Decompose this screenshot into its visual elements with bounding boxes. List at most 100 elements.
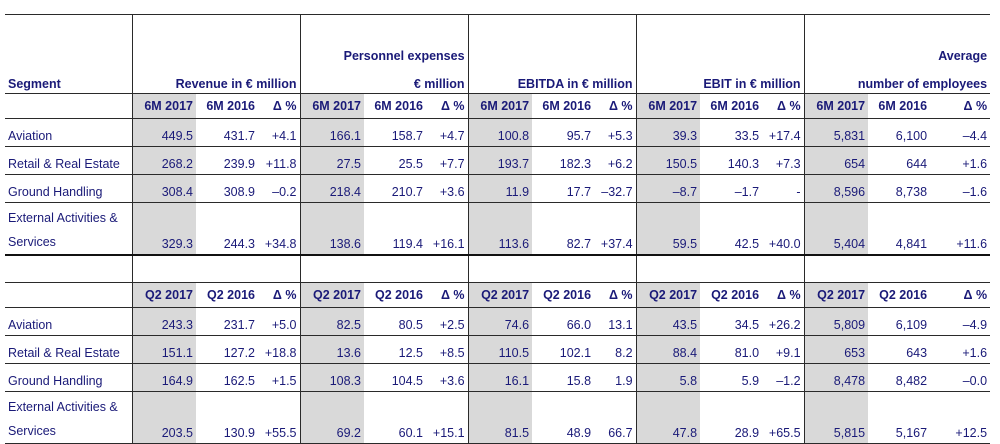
value-cell: +17.4 bbox=[762, 118, 805, 147]
value-cell: - bbox=[762, 174, 805, 203]
value-cell: –0.0 bbox=[930, 363, 991, 392]
value-cell: +7.7 bbox=[426, 146, 469, 175]
value-cell: 12.5 bbox=[364, 335, 426, 364]
subheader-cell: Q2 2016 bbox=[700, 282, 763, 308]
subheader-cell: Δ % bbox=[258, 282, 300, 308]
value-cell: +55.5 bbox=[258, 391, 300, 444]
value-cell: –32.7 bbox=[594, 174, 637, 203]
value-cell: +7.3 bbox=[762, 146, 805, 175]
separator-cell bbox=[5, 254, 132, 283]
value-cell: 5,809 bbox=[803, 307, 869, 336]
separator-cell bbox=[299, 254, 469, 283]
value-cell: 17.7 bbox=[532, 174, 595, 203]
employees-header-line2: number of employees bbox=[857, 77, 988, 91]
subheader-cell: Δ % bbox=[426, 93, 469, 119]
value-cell: +4.1 bbox=[258, 118, 300, 147]
segment-label: External Activities & Services bbox=[5, 202, 132, 256]
subheader-cell: 6M 2016 bbox=[868, 93, 931, 119]
value-cell: +12.5 bbox=[930, 391, 991, 444]
value-cell: 100.8 bbox=[467, 118, 533, 147]
value-cell: +1.5 bbox=[258, 363, 300, 392]
value-cell: 119.4 bbox=[364, 202, 426, 256]
subheader-blank bbox=[5, 282, 132, 308]
value-cell: +3.6 bbox=[426, 363, 469, 392]
subheader-cell: Q2 2016 bbox=[196, 282, 258, 308]
value-cell: 102.1 bbox=[532, 335, 595, 364]
employees-header-line1: Average bbox=[938, 49, 988, 63]
subheader-cell: Q2 2017 bbox=[299, 282, 364, 308]
value-cell: 59.5 bbox=[635, 202, 701, 256]
segment-label: Retail & Real Estate bbox=[5, 335, 132, 364]
value-cell: 5.8 bbox=[635, 363, 701, 392]
value-cell: 60.1 bbox=[364, 391, 426, 444]
subheader-cell: Δ % bbox=[594, 93, 637, 119]
value-cell: +18.8 bbox=[258, 335, 300, 364]
value-cell: 15.8 bbox=[532, 363, 595, 392]
segment-label: Retail & Real Estate bbox=[5, 146, 132, 175]
value-cell: +8.5 bbox=[426, 335, 469, 364]
value-cell: 308.4 bbox=[131, 174, 196, 203]
segment-label: External Activities & Services bbox=[5, 391, 132, 444]
subheader-cell: Q2 2017 bbox=[803, 282, 869, 308]
value-cell: 231.7 bbox=[196, 307, 258, 336]
separator-cell bbox=[467, 254, 637, 283]
value-cell: 69.2 bbox=[299, 391, 364, 444]
value-cell: 431.7 bbox=[196, 118, 258, 147]
value-cell: 110.5 bbox=[467, 335, 533, 364]
revenue-header: Revenue in € million bbox=[131, 14, 300, 94]
value-cell: 130.9 bbox=[196, 391, 258, 444]
value-cell: 158.7 bbox=[364, 118, 426, 147]
value-cell: 151.1 bbox=[131, 335, 196, 364]
value-cell: +1.6 bbox=[930, 335, 991, 364]
value-cell: 138.6 bbox=[299, 202, 364, 256]
segment-table: Segment Revenue in € million Personnel e… bbox=[5, 14, 991, 444]
segment-header: Segment bbox=[5, 14, 132, 94]
table-row: Retail & Real Estate 268.2 239.9 +11.8 27.5 2… bbox=[5, 146, 991, 175]
subheader-cell: 6M 2017 bbox=[299, 93, 364, 119]
subheader-cell: Q2 2017 bbox=[467, 282, 533, 308]
value-cell: +6.2 bbox=[594, 146, 637, 175]
value-cell: 182.3 bbox=[532, 146, 595, 175]
value-cell: 13.1 bbox=[594, 307, 637, 336]
value-cell: 34.5 bbox=[700, 307, 763, 336]
table-row: Aviation 449.5 431.7 +4.1 166.1 158.7 +4.7 100.… bbox=[5, 118, 991, 147]
value-cell: 39.3 bbox=[635, 118, 701, 147]
value-cell: 218.4 bbox=[299, 174, 364, 203]
value-cell: 653 bbox=[803, 335, 869, 364]
value-cell: 43.5 bbox=[635, 307, 701, 336]
value-cell: 644 bbox=[868, 146, 931, 175]
value-cell: +5.3 bbox=[594, 118, 637, 147]
value-cell: +5.0 bbox=[258, 307, 300, 336]
value-cell: 210.7 bbox=[364, 174, 426, 203]
value-cell: –8.7 bbox=[635, 174, 701, 203]
value-cell: 13.6 bbox=[299, 335, 364, 364]
separator-row bbox=[5, 254, 991, 283]
subheader-cell: Δ % bbox=[930, 282, 991, 308]
segment-label: Ground Handling bbox=[5, 363, 132, 392]
subheader-cell: Q2 2016 bbox=[364, 282, 426, 308]
subheader-cell: Q2 2017 bbox=[131, 282, 196, 308]
subheader-cell: Δ % bbox=[762, 93, 805, 119]
value-cell: 81.0 bbox=[700, 335, 763, 364]
value-cell: 42.5 bbox=[700, 202, 763, 256]
value-cell: –4.4 bbox=[930, 118, 991, 147]
value-cell: –1.7 bbox=[700, 174, 763, 203]
header-row: Segment Revenue in € million Personnel e… bbox=[5, 14, 991, 94]
value-cell: 127.2 bbox=[196, 335, 258, 364]
value-cell: 113.6 bbox=[467, 202, 533, 256]
table-row: Ground Handling 308.4 308.9 –0.2 218.4 210.7 +… bbox=[5, 174, 991, 203]
segment-label: Ground Handling bbox=[5, 174, 132, 203]
value-cell: 243.3 bbox=[131, 307, 196, 336]
value-cell: 166.1 bbox=[299, 118, 364, 147]
subheader-cell: 6M 2017 bbox=[803, 93, 869, 119]
value-cell: +15.1 bbox=[426, 391, 469, 444]
value-cell: 6,100 bbox=[868, 118, 931, 147]
value-cell: +9.1 bbox=[762, 335, 805, 364]
value-cell: 8,738 bbox=[868, 174, 931, 203]
personnel-header-line1: Personnel expenses bbox=[343, 49, 465, 63]
value-cell: 5.9 bbox=[700, 363, 763, 392]
value-cell: 268.2 bbox=[131, 146, 196, 175]
value-cell: 6,109 bbox=[868, 307, 931, 336]
value-cell: 5,167 bbox=[868, 391, 931, 444]
value-cell: –1.6 bbox=[930, 174, 991, 203]
